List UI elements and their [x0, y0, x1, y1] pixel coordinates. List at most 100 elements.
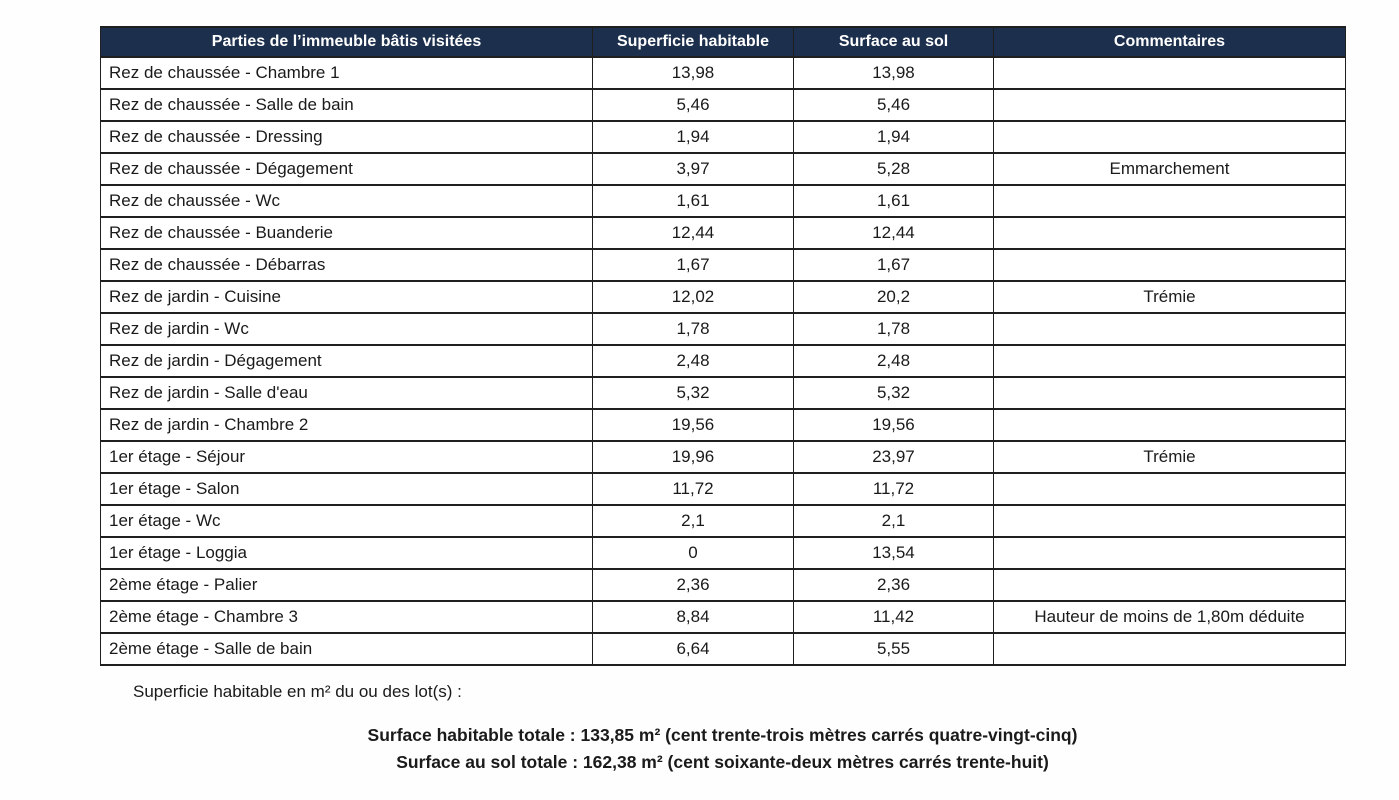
cell-surface-au-sol: 20,2 — [793, 280, 994, 314]
cell-superficie-habitable: 19,96 — [592, 440, 794, 474]
table-row: Rez de jardin - Chambre 2 19,56 19,56 — [100, 408, 1346, 442]
cell-partie: Rez de chaussée - Salle de bain — [100, 88, 593, 122]
table-row: Rez de chaussée - Buanderie 12,44 12,44 — [100, 216, 1346, 250]
cell-commentaire — [993, 472, 1346, 506]
cell-surface-au-sol: 5,46 — [793, 88, 994, 122]
cell-commentaire — [993, 216, 1346, 250]
cell-superficie-habitable: 0 — [592, 536, 794, 570]
cell-partie: Rez de chaussée - Buanderie — [100, 216, 593, 250]
cell-commentaire — [993, 56, 1346, 90]
cell-commentaire — [993, 632, 1346, 666]
table-row: Rez de jardin - Salle d'eau 5,32 5,32 — [100, 376, 1346, 410]
table-row: 1er étage - Loggia 0 13,54 — [100, 536, 1346, 570]
cell-commentaire — [993, 88, 1346, 122]
column-header-superficie-habitable: Superficie habitable — [592, 26, 794, 58]
total-surface-au-sol: Surface au sol totale : 162,38 m² (cent … — [396, 752, 1049, 772]
cell-superficie-habitable: 12,44 — [592, 216, 794, 250]
cell-partie: Rez de jardin - Dégagement — [100, 344, 593, 378]
table-row: 2ème étage - Palier 2,36 2,36 — [100, 568, 1346, 602]
cell-partie: 1er étage - Salon — [100, 472, 593, 506]
cell-commentaire — [993, 408, 1346, 442]
cell-partie: Rez de jardin - Chambre 2 — [100, 408, 593, 442]
cell-surface-au-sol: 5,55 — [793, 632, 994, 666]
cell-superficie-habitable: 5,32 — [592, 376, 794, 410]
table-row: Rez de chaussée - Chambre 1 13,98 13,98 — [100, 56, 1346, 90]
cell-surface-au-sol: 13,98 — [793, 56, 994, 90]
cell-surface-au-sol: 2,1 — [793, 504, 994, 538]
table-row: Rez de chaussée - Salle de bain 5,46 5,46 — [100, 88, 1346, 122]
cell-superficie-habitable: 1,78 — [592, 312, 794, 346]
cell-superficie-habitable: 8,84 — [592, 600, 794, 634]
cell-surface-au-sol: 12,44 — [793, 216, 994, 250]
cell-surface-au-sol: 2,48 — [793, 344, 994, 378]
table-row: Rez de jardin - Dégagement 2,48 2,48 — [100, 344, 1346, 378]
cell-partie: 2ème étage - Palier — [100, 568, 593, 602]
cell-superficie-habitable: 12,02 — [592, 280, 794, 314]
column-header-commentaires: Commentaires — [993, 26, 1346, 58]
cell-partie: Rez de chaussée - Chambre 1 — [100, 56, 593, 90]
column-header-surface-au-sol: Surface au sol — [793, 26, 994, 58]
cell-commentaire — [993, 248, 1346, 282]
cell-partie: Rez de chaussée - Dégagement — [100, 152, 593, 186]
table-row: 1er étage - Séjour 19,96 23,97 Trémie — [100, 440, 1346, 474]
cell-superficie-habitable: 13,98 — [592, 56, 794, 90]
cell-surface-au-sol: 11,72 — [793, 472, 994, 506]
cell-surface-au-sol: 1,67 — [793, 248, 994, 282]
table-row: Rez de chaussée - Dégagement 3,97 5,28 Emma… — [100, 152, 1346, 186]
cell-partie: 2ème étage - Chambre 3 — [100, 600, 593, 634]
cell-commentaire — [993, 184, 1346, 218]
cell-surface-au-sol: 13,54 — [793, 536, 994, 570]
cell-partie: Rez de jardin - Salle d'eau — [100, 376, 593, 410]
table-body: Rez de chaussée - Chambre 1 13,98 13,98 Rez… — [100, 56, 1346, 666]
cell-partie: 1er étage - Wc — [100, 504, 593, 538]
totals-block: Surface habitable totale : 133,85 m² (ce… — [100, 722, 1345, 776]
table-row: Rez de chaussée - Débarras 1,67 1,67 — [100, 248, 1346, 282]
cell-commentaire — [993, 312, 1346, 346]
cell-superficie-habitable: 1,94 — [592, 120, 794, 154]
cell-commentaire — [993, 344, 1346, 378]
cell-commentaire — [993, 376, 1346, 410]
cell-commentaire: Hauteur de moins de 1,80m déduite — [993, 600, 1346, 634]
cell-partie: 1er étage - Séjour — [100, 440, 593, 474]
cell-commentaire: Trémie — [993, 440, 1346, 474]
cell-superficie-habitable: 2,48 — [592, 344, 794, 378]
cell-superficie-habitable: 1,61 — [592, 184, 794, 218]
cell-surface-au-sol: 11,42 — [793, 600, 994, 634]
cell-surface-au-sol: 23,97 — [793, 440, 994, 474]
cell-commentaire — [993, 120, 1346, 154]
cell-superficie-habitable: 19,56 — [592, 408, 794, 442]
cell-partie: Rez de chaussée - Débarras — [100, 248, 593, 282]
superficie-note: Superficie habitable en m² du ou des lot… — [133, 682, 462, 701]
cell-surface-au-sol: 19,56 — [793, 408, 994, 442]
table-row: 2ème étage - Chambre 3 8,84 11,42 Hauteur d… — [100, 600, 1346, 634]
table-row: Rez de chaussée - Dressing 1,94 1,94 — [100, 120, 1346, 154]
table-row: 1er étage - Wc 2,1 2,1 — [100, 504, 1346, 538]
cell-surface-au-sol: 5,32 — [793, 376, 994, 410]
cell-commentaire — [993, 504, 1346, 538]
cell-partie: 1er étage - Loggia — [100, 536, 593, 570]
table-row: 2ème étage - Salle de bain 6,64 5,55 — [100, 632, 1346, 666]
cell-superficie-habitable: 1,67 — [592, 248, 794, 282]
surface-table: Parties de l’immeuble bâtis visitées Sup… — [100, 26, 1346, 666]
cell-superficie-habitable: 5,46 — [592, 88, 794, 122]
table-row: Rez de jardin - Cuisine 12,02 20,2 Trémie — [100, 280, 1346, 314]
cell-surface-au-sol: 1,61 — [793, 184, 994, 218]
cell-surface-au-sol: 5,28 — [793, 152, 994, 186]
cell-partie: Rez de chaussée - Dressing — [100, 120, 593, 154]
cell-partie: Rez de jardin - Cuisine — [100, 280, 593, 314]
cell-superficie-habitable: 3,97 — [592, 152, 794, 186]
cell-surface-au-sol: 2,36 — [793, 568, 994, 602]
table-row: 1er étage - Salon 11,72 11,72 — [100, 472, 1346, 506]
cell-commentaire — [993, 568, 1346, 602]
cell-surface-au-sol: 1,94 — [793, 120, 994, 154]
cell-commentaire: Emmarchement — [993, 152, 1346, 186]
table-row: Rez de jardin - Wc 1,78 1,78 — [100, 312, 1346, 346]
cell-superficie-habitable: 6,64 — [592, 632, 794, 666]
column-header-parties: Parties de l’immeuble bâtis visitées — [100, 26, 593, 58]
cell-partie: Rez de jardin - Wc — [100, 312, 593, 346]
cell-commentaire — [993, 536, 1346, 570]
cell-superficie-habitable: 2,1 — [592, 504, 794, 538]
table-row: Rez de chaussée - Wc 1,61 1,61 — [100, 184, 1346, 218]
cell-superficie-habitable: 2,36 — [592, 568, 794, 602]
